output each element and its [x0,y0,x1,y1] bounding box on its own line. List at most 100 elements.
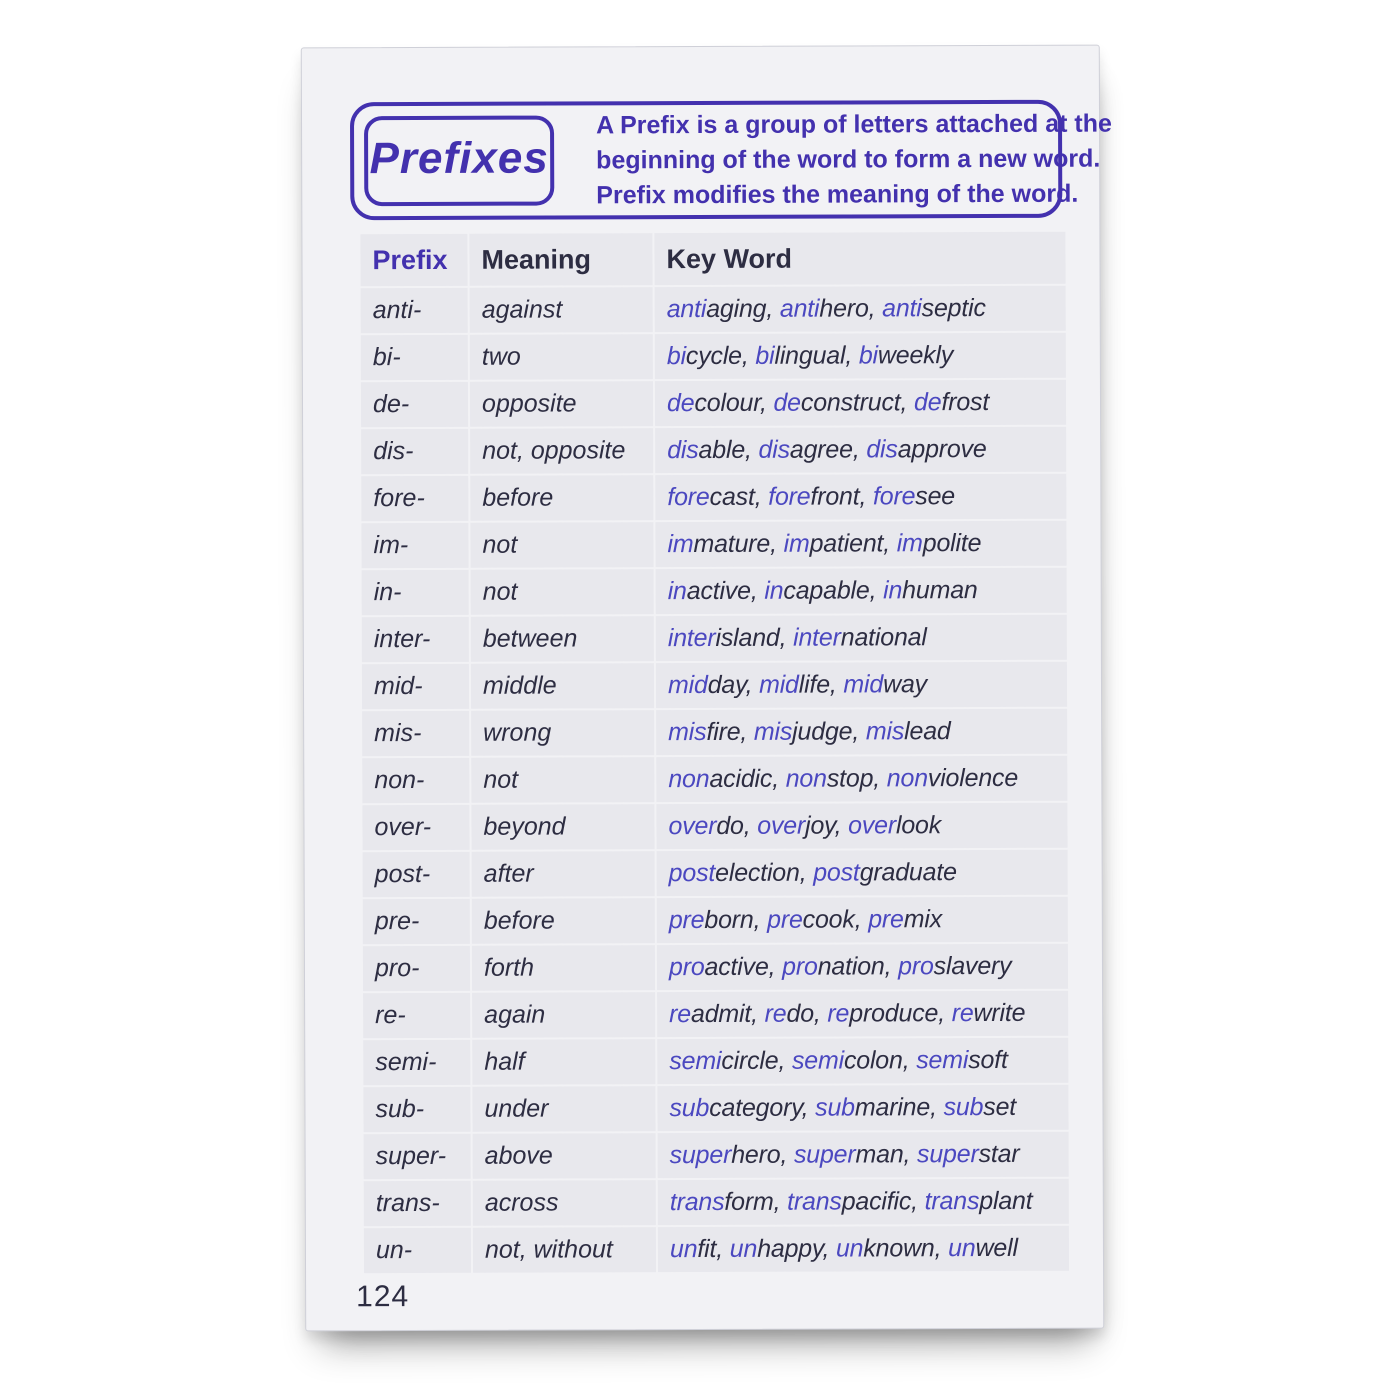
page-title: Prefixes [369,133,549,184]
keyword-separator: , [751,999,765,1028]
table-row: de-opposite decolour, deconstruct, defros… [360,379,1067,428]
keyword: misjudge [754,717,853,745]
meaning-cell: above [472,1133,656,1179]
prefix-cell: in- [361,569,469,616]
keyword-separator: , [903,1140,918,1169]
keyword-rest: do [716,811,744,840]
keyword-rest: known [863,1234,935,1263]
meaning-cell: before [471,898,655,944]
keyword-prefix: pro [668,952,705,982]
meaning-cell: not, without [472,1227,657,1273]
keyword-prefix: super [793,1140,856,1169]
keyword-prefix: non [886,764,928,793]
keyword-separator: , [768,952,783,981]
keyword: midway [843,670,927,698]
keyword-separator: , [754,482,769,511]
keyword: subcategory [669,1094,801,1122]
keyword-rest: island [715,623,780,652]
keyword: antiaging [667,295,767,323]
keyword-separator: , [854,905,869,934]
keyword: premix [868,905,942,933]
description-line: beginning of the word to form a new word… [596,144,1101,174]
keyword: deconstruct [773,388,900,416]
keyword-separator: , [834,811,849,840]
keyword-rest: man [855,1140,904,1169]
table-row: super-above superhero, superman, supersta… [363,1131,1069,1180]
keyword-rest: write [973,998,1026,1028]
prefix-cell: trans- [363,1180,471,1227]
keyword-rest: stop [826,764,874,793]
keyword-prefix: in [667,577,687,606]
keyword-separator: , [744,435,759,464]
keyword-separator: , [884,952,899,981]
keyword-separator: , [829,670,844,699]
table-row: sub-under subcategory, submarine, subset [363,1084,1069,1133]
keyword: decolour [667,389,760,417]
keyword-prefix: bi [666,342,686,371]
keyword-separator: , [780,1140,794,1169]
keyword-cell: unfit, unhappy, unknown, unwell [657,1225,1070,1273]
keyword-rest: approve [897,435,987,464]
keyword-prefix: im [783,529,810,558]
keyword-rest: agree [789,435,853,464]
keyword-separator: , [801,1093,816,1122]
meaning-cell: under [472,1086,656,1132]
prefix-table-header: Prefix Meaning Key Word [360,231,1066,287]
keyword-prefix: re [764,999,787,1028]
keyword-prefix: bi [755,341,775,370]
keyword-separator: , [911,1187,925,1216]
prefix-cell: semi- [363,1039,471,1086]
keyword-separator: , [799,858,814,887]
keyword-prefix: non [785,764,827,793]
keyword-rest: produce [849,999,939,1028]
keyword-separator: , [873,764,887,793]
keyword-rest: cast [709,482,755,511]
table-row: trans-across transform, transpacific, tra… [363,1178,1069,1227]
keyword-separator: , [869,576,884,605]
keyword: unwell [948,1234,1018,1262]
keyword: subset [944,1093,1017,1121]
keyword-rest: human [902,576,978,605]
keyword-prefix: trans [924,1187,980,1216]
keyword-prefix: un [729,1234,758,1263]
keyword-rest: nation [817,952,885,981]
keyword: semicolon [792,1046,903,1074]
keyword-separator: , [859,482,874,511]
keyword-rest: form [724,1187,774,1216]
keyword-prefix: dis [758,435,790,464]
keyword-separator: , [930,1093,944,1122]
keyword-rest: way [883,670,927,699]
keyword-rest: born [704,905,754,934]
keyword: superman [794,1140,904,1168]
keyword-separator: , [813,999,828,1028]
keyword: midday [668,671,746,699]
prefix-cell: super- [363,1133,471,1180]
keyword: transform [670,1188,774,1216]
meaning-cell: beyond [471,804,655,850]
keyword: impatient [784,529,884,557]
table-row: mid-middle midday, midlife, midway [361,661,1068,710]
keyword-prefix: inter [793,623,841,652]
keyword-prefix: pre [868,905,904,934]
keyword-cell: subcategory, submarine, subset [657,1084,1069,1132]
keyword-rest: joy [805,811,835,840]
page-number: 124 [356,1280,410,1314]
keyword-rest: frost [941,387,990,417]
keyword-rest: mix [903,905,943,934]
keyword: redo [765,1000,814,1028]
meaning-cell: again [472,992,656,1038]
prefix-cell: anti- [360,287,468,334]
keyword-cell: inactive, incapable, inhuman [655,567,1067,615]
keyword: impolite [897,529,982,557]
keyword-prefix: de [913,388,942,417]
keyword-rest: active [704,952,769,981]
keyword-separator: , [778,1046,792,1075]
keyword-rest: lead [904,717,951,746]
keyword-rest: set [983,1092,1017,1122]
keyword-cell: forecast, forefront, foresee [655,473,1067,521]
keyword-cell: overdo, overjoy, overlook [656,802,1068,850]
keyword-prefix: super [916,1140,979,1169]
keyword: proslavery [898,952,1011,980]
keyword-rest: hero [819,294,869,323]
